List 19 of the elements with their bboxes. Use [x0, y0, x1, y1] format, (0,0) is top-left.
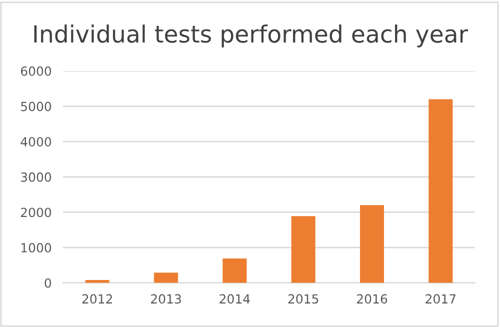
bar: [291, 216, 316, 283]
x-tick-label: 2015: [288, 294, 318, 304]
y-tick-label: 4000: [20, 137, 52, 147]
y-tick-label: 3000: [21, 172, 52, 182]
x-tick-label: 2012: [82, 294, 112, 304]
bar: [154, 272, 178, 283]
y-tick-label: 0: [44, 278, 52, 288]
x-tick-label: 2016: [357, 294, 388, 304]
x-tick-label: 2014: [220, 294, 250, 304]
y-tick-label: 2000: [20, 208, 52, 218]
bar: [222, 258, 247, 283]
y-tick-label: 5000: [21, 102, 52, 112]
y-tick-label: 1000: [21, 243, 52, 252]
x-tick-label: 2013: [151, 294, 181, 304]
bar: [360, 205, 384, 283]
bar: [428, 99, 453, 283]
y-tick-label: 6000: [20, 66, 52, 76]
x-tick-label: 2017: [426, 294, 456, 304]
chart-title: Individual tests performed each year: [34, 24, 468, 48]
